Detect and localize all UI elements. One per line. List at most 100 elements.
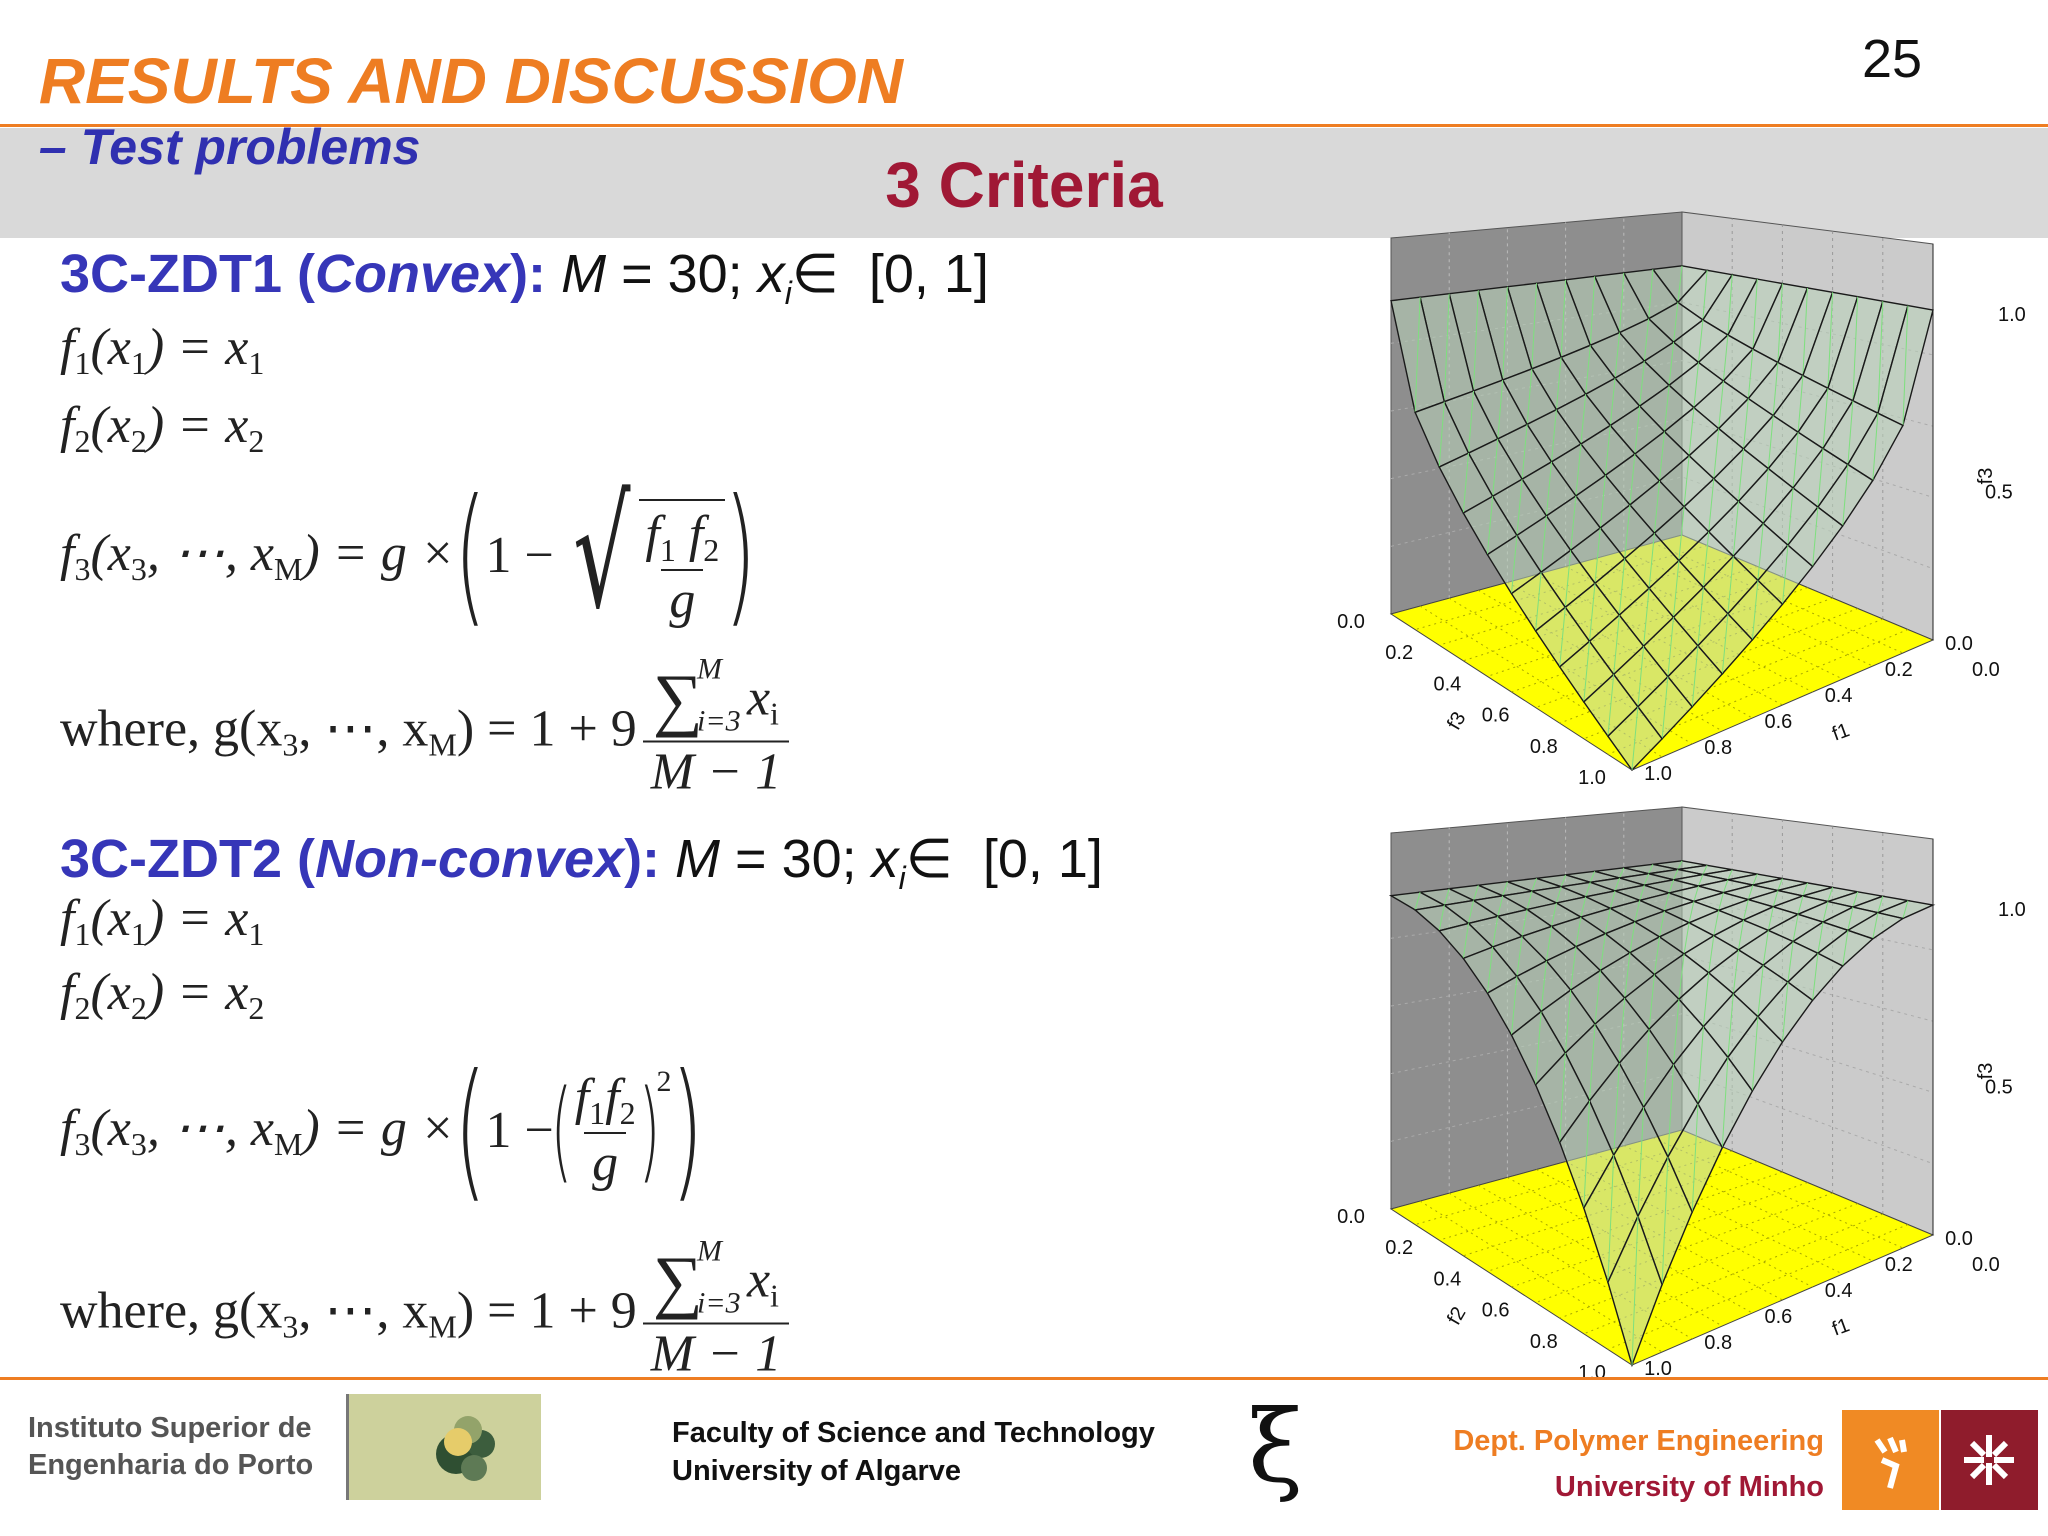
surface-hatch: [1842, 930, 1849, 967]
z-tick-label: 1.0: [1998, 899, 2026, 921]
logo-edge: [346, 1394, 349, 1500]
formula-token: where, g(x: [60, 1282, 283, 1340]
surface-hatch: [1526, 891, 1533, 910]
problem-close: ):: [624, 829, 661, 890]
footer-center: Faculty of Science and Technology Univer…: [672, 1414, 1155, 1490]
surface-hatch: [1702, 531, 1710, 588]
surface-hatch: [1540, 960, 1547, 1012]
formula-token: f: [60, 1099, 75, 1157]
surface-hatch: [1663, 892, 1670, 912]
surface-hatch: [1511, 976, 1518, 1036]
footer-right-line: Dept. Polymer Engineering: [1453, 1425, 1824, 1457]
surface-hatch: [1555, 886, 1562, 904]
surface-hatch: [1559, 1052, 1566, 1143]
formula-f3: f3(x3, ⋯, xM) = g ×(1 −(f1f2 g) 2): [60, 1043, 703, 1217]
footer-center-line: Faculty of Science and Technology: [672, 1417, 1155, 1449]
floor-grid: [1414, 1140, 1708, 1226]
surface-hatch: [1589, 1024, 1596, 1101]
right-tick-label: 0.6: [1764, 1306, 1792, 1328]
floor-grid: [1594, 1153, 1843, 1275]
paren: ): [724, 468, 757, 642]
surface-hatch: [1673, 869, 1679, 880]
surface-hatch: [1653, 936, 1660, 975]
surface-hatch: [1659, 910, 1665, 937]
z-axis-label: f3: [1975, 468, 1997, 485]
problem-qualifier: Non-convex: [315, 829, 625, 890]
formula-token: , ⋯, x: [298, 700, 429, 758]
surface-hatch: [1827, 887, 1834, 902]
footer-left-line: Engenharia do Porto: [28, 1449, 314, 1481]
formula-token: 3: [74, 550, 91, 587]
right-tick-label: 1.0: [1644, 1358, 1672, 1380]
surface-hatch: [1634, 900, 1641, 922]
formula-token: 2: [619, 1094, 636, 1131]
surface-hatch: [1677, 860, 1683, 870]
surface-hatch: [1599, 933, 1606, 971]
surface-hatch: [1852, 891, 1859, 908]
surface-hatch: [1585, 882, 1591, 897]
left-axis-label: f2: [1443, 1303, 1470, 1328]
surface-hatch: [1639, 885, 1645, 901]
surface-hatch: [1637, 1107, 1645, 1217]
formula-token: 2: [130, 990, 147, 1026]
surface-hatch: [1673, 302, 1679, 343]
formula-token: 2: [248, 990, 265, 1026]
logo-dot: [461, 1455, 487, 1481]
surface-hatch: [1624, 952, 1631, 999]
formula-run: xi: [747, 669, 779, 733]
z-axis-label: f3: [1975, 1063, 1997, 1080]
formula-token: 2: [74, 423, 91, 459]
surface-hatch: [1752, 873, 1758, 886]
surface-hatch: [1772, 890, 1779, 907]
surface-hatch: [1570, 495, 1577, 551]
surface-hatch: [1797, 375, 1804, 433]
problem-heading: 3C-ZDT1 (Convex): M = 30; xi∈ [0, 1]: [60, 242, 989, 312]
surface-hatch: [1473, 885, 1479, 901]
footer-right: Dept. Polymer Engineering University of …: [1453, 1418, 1824, 1510]
footer-center-line: University of Algarve: [672, 1455, 962, 1487]
footer-rule: [0, 1377, 2048, 1380]
surface-hatch: [1812, 507, 1819, 567]
left-tick-label: 0.8: [1530, 1331, 1558, 1353]
surface-hatch: [1607, 1155, 1615, 1283]
surface-hatch: [1902, 900, 1909, 919]
surface-hatch: [1872, 413, 1879, 481]
surface-hatch: [1492, 438, 1499, 497]
paren: ): [670, 1043, 703, 1217]
floor-grid: [1594, 558, 1843, 680]
surface-hatch: [1631, 706, 1639, 771]
surface-hatch: [1414, 297, 1421, 413]
surface-hatch: [1648, 269, 1654, 319]
surface-hatch: [1872, 912, 1879, 939]
left-tick-label: 0.0: [1337, 611, 1365, 633]
denominator: g: [584, 1131, 627, 1193]
header-rule: [0, 124, 2048, 127]
one-minus: 1 −: [485, 1101, 554, 1159]
surface-hatch: [1585, 345, 1591, 395]
surface-hatch: [1594, 527, 1601, 584]
surface-hatch: [1643, 1029, 1650, 1108]
surface-hatch: [1583, 1100, 1590, 1209]
right-tick-label: 0.6: [1764, 711, 1792, 733]
formula-token: 3: [74, 1125, 91, 1162]
surface-hatch: [1693, 885, 1699, 902]
right-axis-label: f1: [1829, 719, 1852, 745]
surface-hatch: [1732, 501, 1739, 557]
surface-hatch: [1629, 453, 1636, 505]
surface-hatch: [1822, 901, 1829, 923]
surface-hatch: [1718, 380, 1724, 429]
formula-token: 3: [282, 1308, 299, 1345]
formula-token: i: [770, 695, 779, 732]
one-minus: 1 −: [485, 526, 554, 584]
surface-hatch: [1777, 878, 1783, 891]
surface-hatch: [1797, 895, 1804, 915]
wall-grid: [1390, 1071, 1934, 1165]
formula-token: 3: [282, 726, 299, 763]
m-value: = 30;: [621, 244, 743, 305]
surface-hatch: [1817, 922, 1824, 954]
surface-hatch: [1531, 283, 1537, 369]
surface-hatch: [1443, 293, 1450, 402]
title: RESULTS AND DISCUSSION: [38, 45, 903, 117]
surface-hatch: [1575, 917, 1582, 947]
